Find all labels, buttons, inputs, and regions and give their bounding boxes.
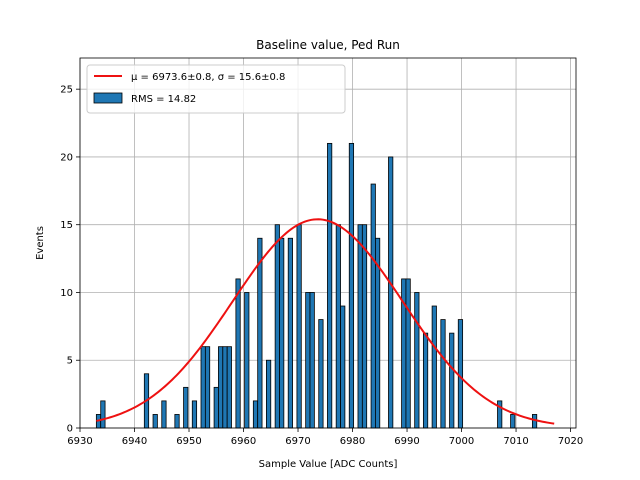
histogram-bar xyxy=(218,346,224,429)
legend: μ = 6973.6±0.8, σ = 15.6±0.8 RMS = 14.82 xyxy=(86,64,346,114)
y-axis-ticks: 0 5 10 15 20 25 xyxy=(60,85,80,435)
histogram-bar xyxy=(318,319,324,429)
histogram-bar xyxy=(357,224,363,429)
histogram-bar xyxy=(204,346,211,429)
plot-frame xyxy=(79,57,577,429)
x-axis-ticks: 6930 6940 6950 6960 6970 6980 6990 7000 7010 7020 xyxy=(67,428,583,447)
histogram-bar xyxy=(327,142,333,429)
histogram-bar xyxy=(335,224,341,429)
histogram-bar xyxy=(200,346,206,429)
x-tick-label-1: 6940 xyxy=(122,436,147,447)
histogram-bar xyxy=(449,332,455,429)
histogram-bar xyxy=(213,386,219,429)
histogram-bar xyxy=(414,292,420,429)
x-tick-label-0: 6930 xyxy=(67,436,92,447)
histogram-bar xyxy=(440,319,446,429)
histogram-bar xyxy=(370,183,376,429)
y-tick-label-2: 10 xyxy=(60,288,73,299)
chart-title: Baseline value, Ped Run xyxy=(256,38,400,52)
x-tick-label-6: 6990 xyxy=(394,436,419,447)
histogram-bar xyxy=(279,237,285,429)
histogram-bar xyxy=(252,400,259,429)
y-tick-label-3: 15 xyxy=(60,220,73,231)
histogram-bar xyxy=(431,305,437,429)
histogram-bar xyxy=(274,224,280,429)
histogram-bar xyxy=(266,359,272,429)
histogram-bar xyxy=(388,156,394,429)
histogram-bar xyxy=(257,237,263,429)
histogram-bar xyxy=(100,400,106,429)
y-tick-label-0: 0 xyxy=(67,424,73,435)
histogram-bar xyxy=(161,400,167,429)
histogram-bar xyxy=(244,292,250,429)
y-tick-label-4: 20 xyxy=(60,152,73,163)
legend-box xyxy=(86,64,346,114)
legend-fit-label: μ = 6973.6±0.8, σ = 15.6±0.8 xyxy=(131,72,285,83)
histogram-bar xyxy=(340,305,346,429)
y-axis-label: Events xyxy=(35,226,46,260)
x-tick-label-2: 6950 xyxy=(176,436,201,447)
histogram-bar xyxy=(152,414,158,429)
histogram-bar xyxy=(296,224,302,429)
x-tick-label-4: 6970 xyxy=(285,436,310,447)
histogram-bar xyxy=(183,386,189,429)
x-tick-label-3: 6960 xyxy=(231,436,256,447)
x-tick-label-8: 7010 xyxy=(503,436,528,447)
x-axis-label: Sample Value [ADC Counts] xyxy=(259,459,398,470)
histogram-bar xyxy=(191,400,198,429)
x-tick-label-7: 7000 xyxy=(449,436,474,447)
histogram-bar xyxy=(309,292,315,429)
gaussian-fit-curve xyxy=(96,218,555,425)
histogram-bar xyxy=(235,278,241,429)
histogram-bar xyxy=(222,346,228,429)
legend-histogram-label: RMS = 14.82 xyxy=(131,94,196,105)
histogram-bar xyxy=(457,319,464,429)
histogram-bar xyxy=(174,414,180,429)
histogram-bar xyxy=(361,224,368,429)
histogram-bar xyxy=(348,142,355,429)
y-tick-label-5: 25 xyxy=(60,85,73,96)
x-tick-label-5: 6980 xyxy=(340,436,365,447)
histogram-bar xyxy=(422,332,429,429)
legend-histogram-swatch xyxy=(93,92,123,104)
histogram-bars xyxy=(95,142,538,429)
x-tick-label-9: 7020 xyxy=(558,436,583,447)
y-tick-label-1: 5 xyxy=(67,356,73,367)
histogram-bar xyxy=(405,278,411,429)
histogram-bar xyxy=(287,237,293,429)
histogram-bar xyxy=(226,346,232,429)
histogram-bar xyxy=(305,292,311,429)
histogram-bar xyxy=(510,414,516,429)
